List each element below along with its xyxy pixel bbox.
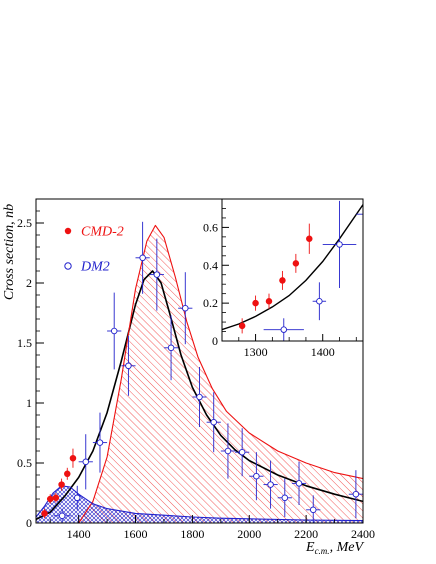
dm2-point bbox=[125, 362, 132, 370]
red-hatched-area bbox=[78, 225, 363, 523]
dm2-point bbox=[196, 393, 203, 401]
dm2-point bbox=[309, 506, 317, 514]
inset-fit-curve bbox=[222, 204, 363, 331]
inset-x-tick-label: 1300 bbox=[244, 345, 268, 359]
inset-data-points bbox=[238, 200, 376, 341]
legend-marker-cmd2 bbox=[64, 227, 72, 235]
dm2-point bbox=[224, 447, 232, 455]
x-tick-label: 1800 bbox=[180, 527, 204, 541]
red-curve bbox=[78, 224, 363, 523]
x-tick-label: 2000 bbox=[237, 527, 261, 541]
blue-curve bbox=[36, 485, 363, 522]
dm2-point bbox=[153, 271, 161, 278]
inset-cmd2-point bbox=[292, 260, 300, 267]
cmd2-point bbox=[64, 470, 71, 478]
legend-label-dm2: DM2 bbox=[80, 260, 110, 275]
cmd2-point bbox=[46, 495, 54, 503]
x-axis-label-sub: c.m. bbox=[315, 546, 330, 556]
inset-y-tick-label: 0 bbox=[212, 334, 218, 348]
legend-marker-dm2 bbox=[64, 262, 72, 270]
x-axis-label: Ec.m., MeV bbox=[305, 540, 364, 556]
cmd2-point bbox=[52, 494, 60, 502]
x-tick-label: 1600 bbox=[124, 527, 148, 541]
legend: CMD-2 DM2 bbox=[64, 225, 124, 275]
inset-axes: 1300 1400 0 0.2 0.4 0.6 bbox=[203, 208, 357, 359]
blue-crosshatched-area bbox=[36, 485, 363, 523]
inset-chart: 1300 1400 0 0.2 0.4 0.6 bbox=[203, 198, 376, 359]
x-tick-label: 2400 bbox=[351, 527, 375, 541]
inset-cmd2-point bbox=[238, 322, 246, 330]
dm2-point bbox=[210, 418, 217, 426]
inset-y-tick-label: 0.2 bbox=[203, 296, 218, 310]
inset-x-tick-label: 1400 bbox=[311, 345, 335, 359]
x-axis-label-main: E bbox=[305, 540, 315, 555]
legend-label-cmd2: CMD-2 bbox=[81, 225, 124, 240]
main-data-points bbox=[41, 221, 363, 523]
y-axis-label: Cross section, nb bbox=[2, 204, 17, 300]
dm2-point bbox=[58, 512, 66, 520]
x-tick-label: 2200 bbox=[294, 527, 318, 541]
inset-y-tick-label: 0.4 bbox=[203, 258, 218, 272]
x-tick-label: 1400 bbox=[67, 527, 91, 541]
dm2-point bbox=[352, 490, 360, 498]
inset-dm2-point bbox=[280, 326, 288, 333]
dm2-point bbox=[73, 494, 81, 502]
dm2-point bbox=[295, 480, 303, 487]
main-fill-layer bbox=[36, 225, 363, 523]
inset-cmd2-point bbox=[265, 297, 273, 305]
cmd2-point bbox=[41, 510, 48, 517]
y-tick-label: 2 bbox=[26, 276, 32, 290]
y-tick-label: 0.5 bbox=[17, 456, 32, 470]
y-tick-label: 1.5 bbox=[17, 336, 32, 350]
y-tick-label: 2.5 bbox=[17, 216, 32, 230]
dm2-point bbox=[139, 254, 146, 262]
inset-dm2-point bbox=[316, 297, 323, 305]
inset-cmd2-point bbox=[279, 277, 286, 284]
main-axes: 1400 1600 1800 2000 2200 2400 0 0.5 1 1.5 2 2.5 bbox=[17, 210, 375, 541]
main-plot-frame bbox=[35, 198, 364, 524]
dm2-point bbox=[82, 458, 90, 466]
y-tick-label: 1 bbox=[26, 396, 32, 410]
inset-background bbox=[222, 199, 363, 341]
inset-dm2-point bbox=[336, 241, 343, 248]
inset-curve-layer bbox=[222, 204, 363, 331]
dm2-point bbox=[253, 472, 260, 480]
y-tick-label: 0 bbox=[26, 516, 32, 530]
cmd2-point bbox=[58, 481, 65, 488]
dm2-point bbox=[110, 327, 118, 335]
dm2-point bbox=[167, 344, 175, 352]
inset-cmd2-point bbox=[252, 299, 259, 307]
inset-dm2-point bbox=[370, 211, 376, 217]
inset-cmd2-point bbox=[306, 235, 313, 243]
cmd2-point bbox=[69, 454, 77, 462]
dm2-point bbox=[238, 448, 246, 456]
inset-plot-frame bbox=[221, 198, 364, 342]
dm2-point bbox=[96, 439, 104, 446]
dm2-point bbox=[281, 494, 289, 502]
inset-y-tick-label: 0.6 bbox=[203, 220, 218, 234]
dm2-point bbox=[267, 481, 274, 488]
x-axis-label-unit: , MeV bbox=[330, 540, 365, 555]
dm2-point bbox=[182, 304, 189, 312]
